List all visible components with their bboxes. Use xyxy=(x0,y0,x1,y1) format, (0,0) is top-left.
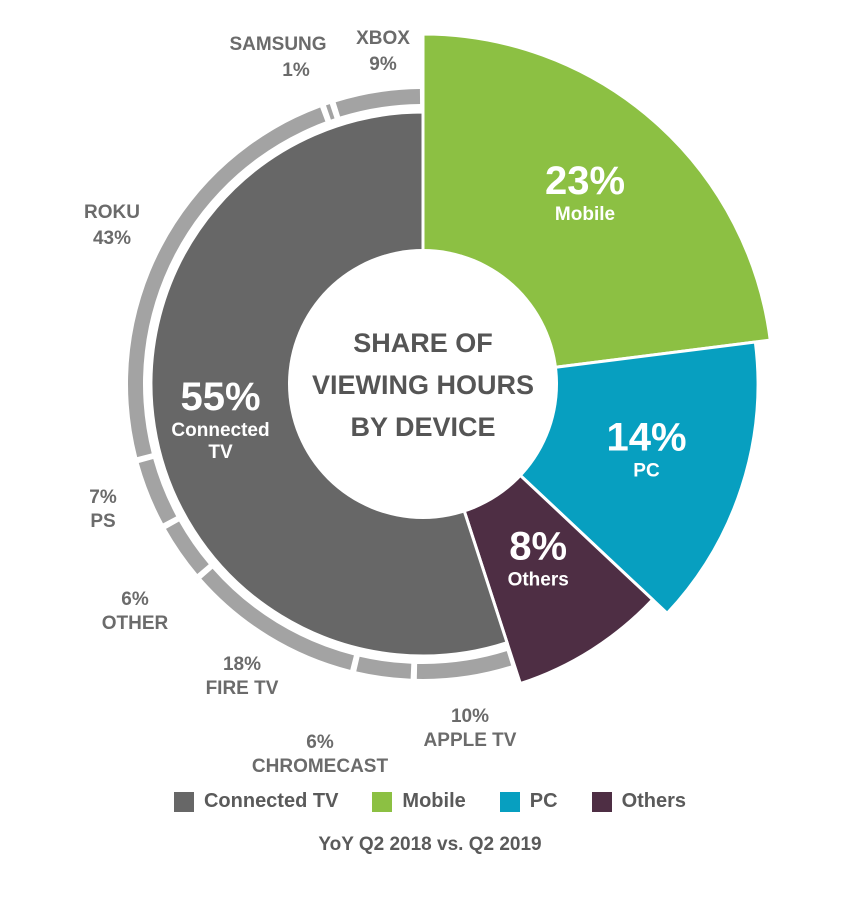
slice-value-pc: 14% xyxy=(606,416,686,460)
ring-segment-xbox xyxy=(335,89,421,117)
legend-item-others: Others xyxy=(591,790,687,813)
breakdown-name-roku: ROKU xyxy=(84,202,140,223)
breakdown-value-samsung: 1% xyxy=(282,60,310,81)
ring-segment-samsung xyxy=(325,104,335,120)
center-hole xyxy=(288,249,558,519)
legend-swatch-mobile xyxy=(372,791,393,812)
breakdown-name-fire-tv: FIRE TV xyxy=(206,678,279,699)
legend-swatch-connected-tv xyxy=(173,791,194,812)
breakdown-name-samsung: SAMSUNG xyxy=(229,34,326,55)
chart-title-line: VIEWING HOURS xyxy=(312,370,534,400)
legend-item-mobile: Mobile xyxy=(372,790,466,813)
breakdown-name-apple-tv: APPLE TV xyxy=(424,730,517,751)
legend-label-others: Others xyxy=(621,790,687,812)
breakdown-value-chromecast: 6% xyxy=(306,732,334,753)
pie-chart: SHARE OF VIEWING HOURS BY DEVICE 23%Mobile… xyxy=(84,28,772,777)
slice-value-connected-tv: 55% xyxy=(180,375,260,419)
connected-tv-breakdown-ring xyxy=(128,89,512,679)
breakdown-value-other: 6% xyxy=(121,589,149,610)
breakdown-name-xbox: XBOX xyxy=(356,28,410,49)
slice-name-connected-tv: TV xyxy=(208,442,233,463)
breakdown-name-other: OTHER xyxy=(102,613,169,634)
ring-segment-apple-tv xyxy=(416,651,512,679)
breakdown-value-fire-tv: 18% xyxy=(223,654,261,675)
chart-subtitle: YoY Q2 2018 vs. Q2 2019 xyxy=(318,834,542,855)
slice-name-connected-tv: Connected xyxy=(171,420,269,441)
legend-label-pc: PC xyxy=(529,790,558,812)
slice-name-others: Others xyxy=(508,570,569,591)
ring-segment-ps xyxy=(138,459,177,524)
breakdown-name-chromecast: CHROMECAST xyxy=(252,756,389,777)
slice-value-mobile: 23% xyxy=(545,159,625,203)
legend-label-mobile: Mobile xyxy=(402,790,466,812)
breakdown-value-roku: 43% xyxy=(93,228,131,249)
ring-segment-chromecast xyxy=(356,656,412,679)
legend-swatch-others xyxy=(591,791,612,812)
legend-item-pc: PC xyxy=(499,790,558,813)
breakdown-name-ps: PS xyxy=(90,511,115,532)
chart-title-line: SHARE OF xyxy=(353,328,493,358)
chart-title: SHARE OF VIEWING HOURS BY DEVICE xyxy=(312,328,534,442)
breakdown-value-xbox: 9% xyxy=(369,54,397,75)
ring-segment-other xyxy=(165,521,209,574)
breakdown-labels: APPLE TV 10% CHROMECAST 6% FIRE TV 18% OTHER 6%… xyxy=(84,28,517,777)
breakdown-value-ps: 7% xyxy=(89,487,117,508)
slice-name-pc: PC xyxy=(633,461,660,482)
legend-item-connected-tv: Connected TV xyxy=(173,790,339,813)
ring-segment-fire-tv xyxy=(201,568,354,670)
breakdown-value-apple-tv: 10% xyxy=(451,706,489,727)
legend-swatch-pc xyxy=(499,791,520,812)
slice-name-mobile: Mobile xyxy=(555,204,615,225)
legend: Connected TV Mobile PC Others xyxy=(0,790,860,813)
chart-title-line: BY DEVICE xyxy=(350,412,495,442)
slice-value-others: 8% xyxy=(509,525,567,569)
ring-segment-roku xyxy=(128,107,326,458)
legend-label-connected-tv: Connected TV xyxy=(203,790,339,812)
